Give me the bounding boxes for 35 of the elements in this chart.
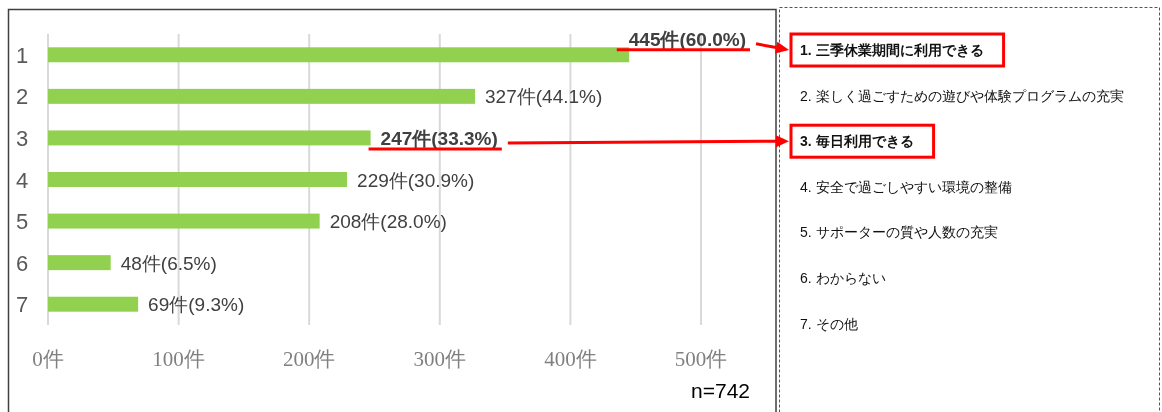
data-label: 327件(44.1%) xyxy=(485,86,603,108)
text: 2. 楽しく過ごすための遊びや体験プログラムの充実 xyxy=(800,87,1124,104)
x-tick-label: 200件 xyxy=(282,347,336,371)
x-tick-label: 100件 xyxy=(152,347,205,371)
data-label: 229件(30.9%) xyxy=(357,169,475,191)
text: n=742 xyxy=(691,379,750,402)
data-label: 48件(6.5%) xyxy=(120,252,217,274)
x-tick-label: 300件 xyxy=(413,347,467,371)
y-tick-label: 7 xyxy=(15,292,29,318)
data-label: 445件(60.0%) xyxy=(628,28,746,50)
data-label: 208件(28.0%) xyxy=(329,211,447,233)
y-tick-label: 5 xyxy=(15,209,29,235)
y-tick-label: 6 xyxy=(15,250,29,276)
text: 7. その他 xyxy=(800,315,858,332)
x-tick-label: 400件 xyxy=(544,347,597,371)
text: 4. 安全で過ごしやすい環境の整備 xyxy=(800,178,1012,195)
text: 3. 毎日利用できる xyxy=(800,133,914,150)
bar xyxy=(48,130,371,146)
x-tick-label: 0件 xyxy=(32,347,64,371)
text: 5. サポーターの質や人数の充実 xyxy=(800,224,998,241)
y-tick-label: 4 xyxy=(15,167,29,193)
bar xyxy=(48,255,111,271)
bar xyxy=(48,47,630,63)
y-tick-label: 1 xyxy=(15,42,29,68)
y-tick-label: 3 xyxy=(15,125,29,151)
bar xyxy=(48,296,139,312)
y-tick-label: 2 xyxy=(15,84,29,110)
text: 6. わからない xyxy=(800,270,886,286)
data-label: 247件(33.3%) xyxy=(380,127,498,149)
x-tick-label: 500件 xyxy=(674,347,728,371)
bar xyxy=(48,172,348,187)
bar xyxy=(48,213,320,229)
data-label: 69件(9.3%) xyxy=(148,294,245,316)
bar xyxy=(48,88,476,104)
text: 1. 三季休業期間に利用できる xyxy=(800,42,984,58)
